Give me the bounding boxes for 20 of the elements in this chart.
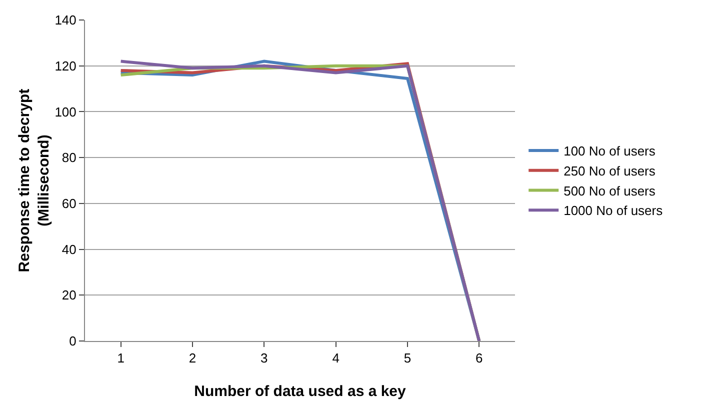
y-tick-label: 40 (62, 242, 76, 257)
x-axis-title: Number of data used as a key (194, 383, 407, 400)
y-tick-label: 0 (69, 334, 76, 349)
y-tick-label: 80 (62, 150, 76, 166)
y-tick-label: 20 (62, 288, 76, 303)
legend-label: 100 No of users (564, 144, 656, 159)
x-tick-label: 5 (404, 350, 412, 366)
y-tick-label: 100 (54, 104, 76, 120)
y-tick-label: 140 (54, 12, 76, 28)
x-tick-label: 2 (188, 350, 196, 366)
y-tick-label: 60 (62, 196, 76, 211)
x-tick-label: 1 (117, 350, 124, 366)
legend-label: 1000 No of users (564, 203, 664, 218)
x-tick-label: 3 (260, 350, 268, 366)
y-tick-label: 120 (54, 58, 76, 74)
legend-label: 500 No of users (564, 183, 656, 198)
y-axis-title: Response time to decrypt (Millisecond) (16, 88, 53, 272)
legend-label: 250 No of users (564, 163, 656, 178)
x-tick-label: 4 (332, 350, 340, 366)
x-tick-label: 6 (476, 350, 483, 366)
